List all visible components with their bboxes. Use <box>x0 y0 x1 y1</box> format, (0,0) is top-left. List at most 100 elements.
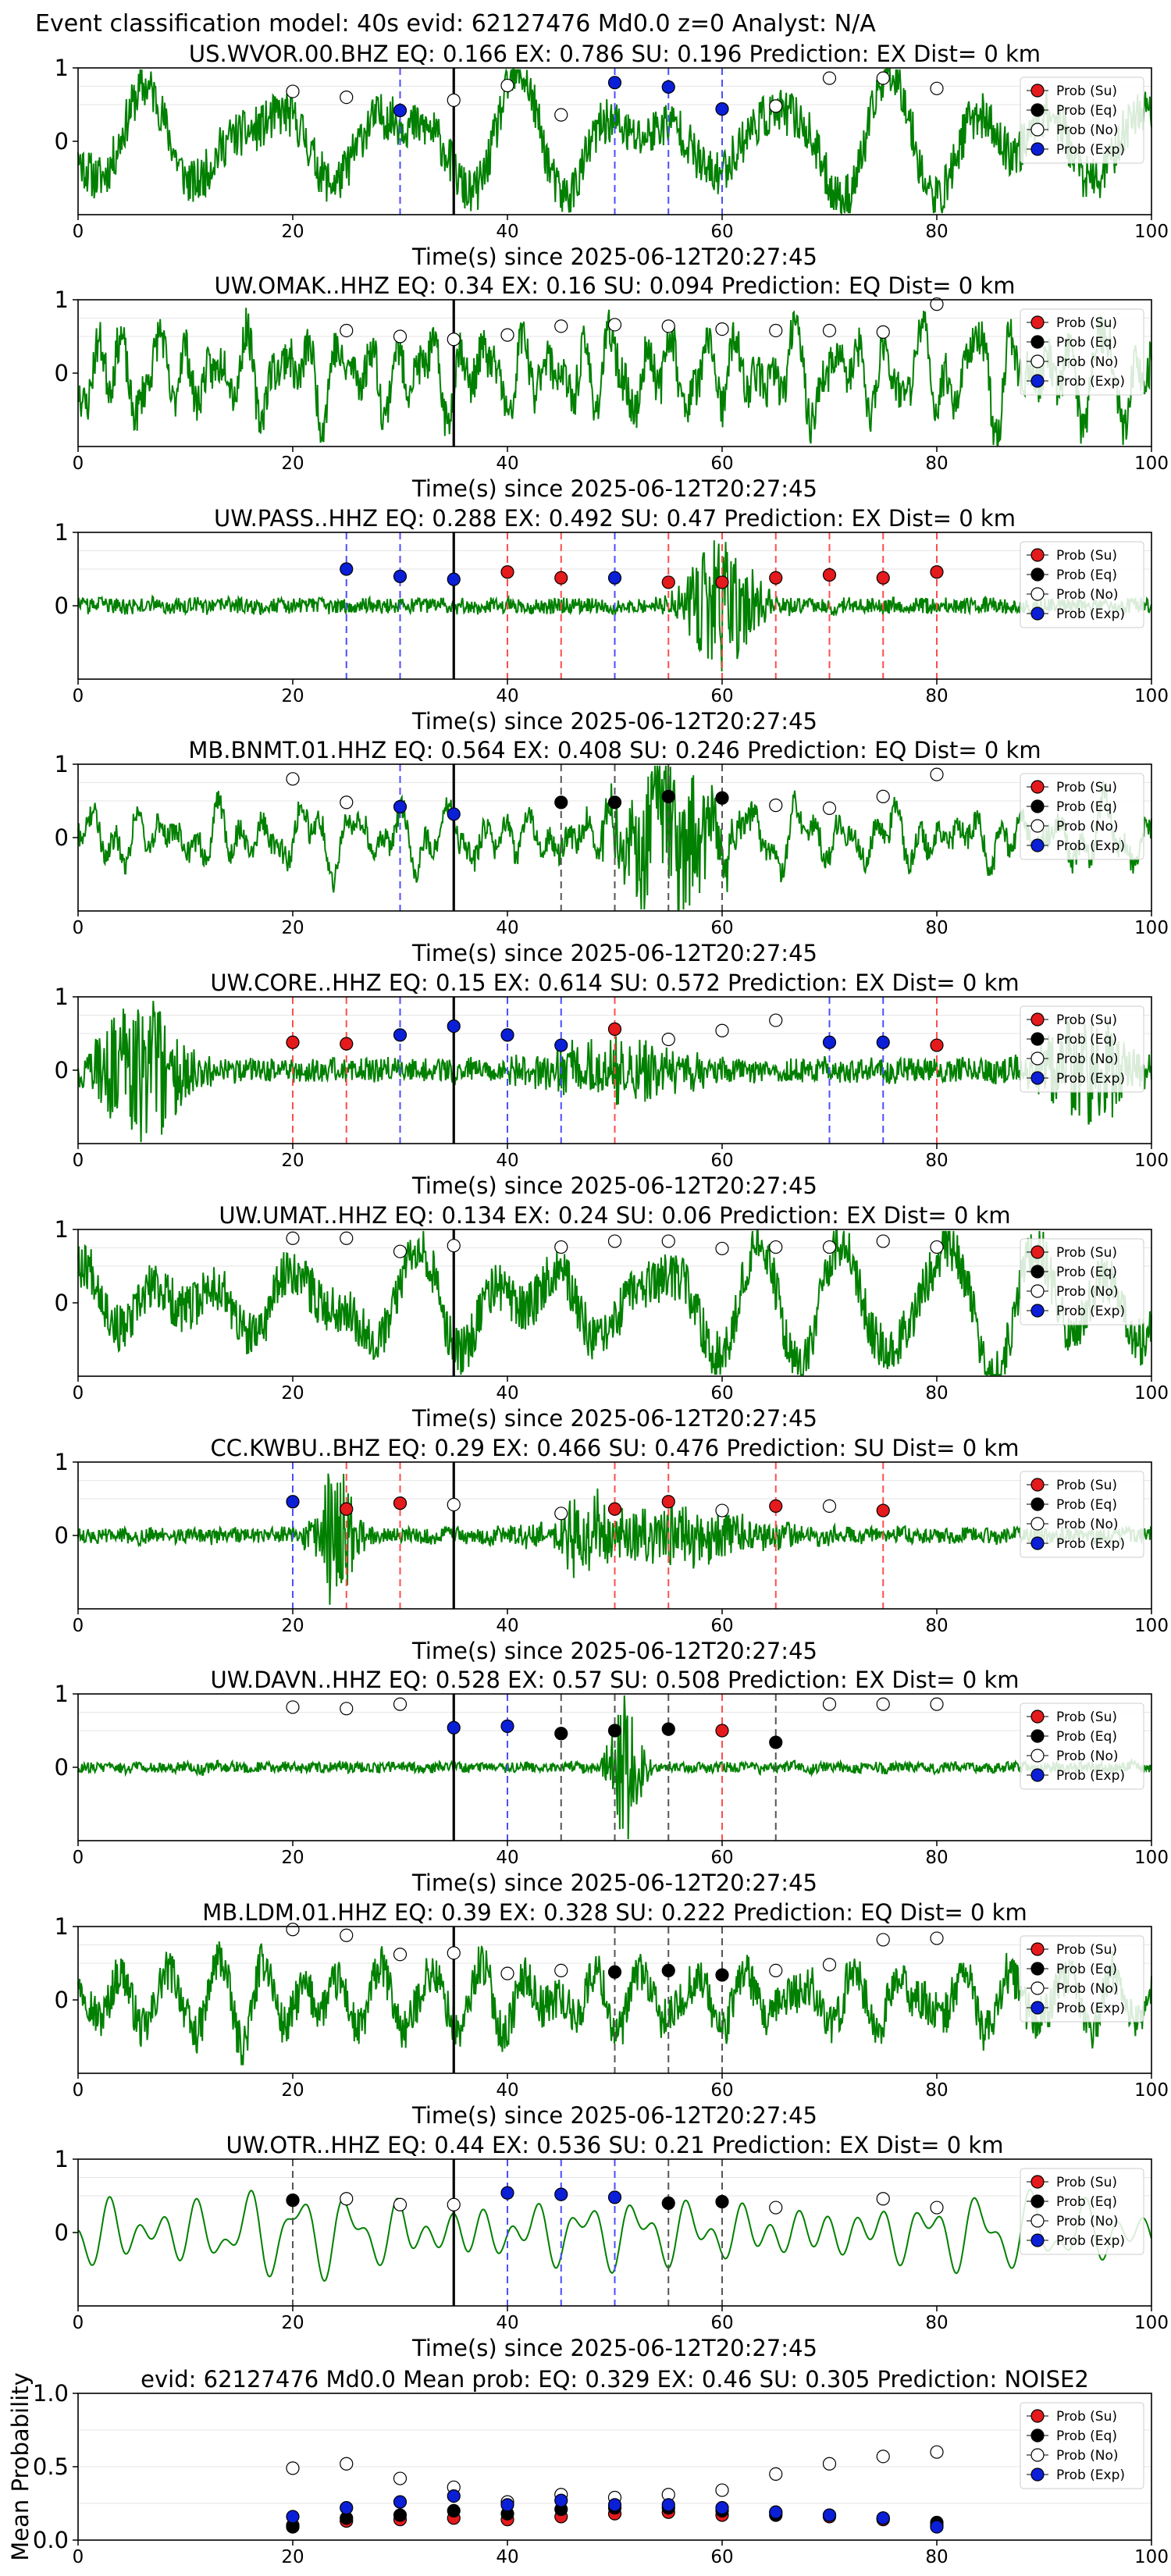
x-tick-label: 60 <box>710 686 733 706</box>
x-tick-label: 0 <box>73 1616 84 1636</box>
x-tick-label: 100 <box>1134 1616 1169 1636</box>
y-axis-label: Mean Probability <box>7 2372 34 2561</box>
x-tick-label: 100 <box>1134 2547 1169 2567</box>
prob-marker-no <box>876 2192 890 2206</box>
waveform-trace <box>77 1229 1152 1376</box>
legend-label: Prob (Su) <box>1056 2409 1117 2425</box>
prob-marker-no <box>607 318 622 332</box>
x-tick-label: 40 <box>496 686 518 706</box>
prob-marker-no <box>286 1231 300 1245</box>
x-tick-label: 40 <box>496 1151 518 1171</box>
x-tick-label: 0 <box>73 1151 84 1171</box>
legend-label: Prob (Su) <box>1056 780 1117 795</box>
legend-marker <box>1030 2428 1045 2443</box>
legend-marker <box>1030 1497 1045 1511</box>
prob-marker-no <box>661 1032 675 1047</box>
y-tick-label: 1 <box>55 751 69 777</box>
x-tick-label: 80 <box>925 2547 948 2567</box>
legend-label: Prob (No) <box>1056 1051 1119 1067</box>
legend-label: Prob (Eq) <box>1056 335 1117 350</box>
prob-marker-exp <box>286 1495 300 1509</box>
x-tick-label: 80 <box>925 1151 948 1171</box>
x-tick-label: 60 <box>710 2080 733 2101</box>
legend-box <box>1020 1471 1144 1558</box>
legend-marker <box>1030 2233 1045 2247</box>
prob-marker-su <box>822 568 837 582</box>
prob-marker-no <box>447 2197 461 2211</box>
prob-marker-no <box>822 323 837 338</box>
mean-marker-exp <box>930 2520 944 2534</box>
prob-marker-exp <box>607 571 622 585</box>
prob-marker-no <box>286 84 300 98</box>
legend-marker <box>1030 1245 1045 1259</box>
legend-marker <box>1030 1032 1045 1046</box>
x-tick-label: 20 <box>281 222 304 242</box>
prob-marker-no <box>822 1499 837 1514</box>
legend-label: Prob (No) <box>1056 587 1119 603</box>
legend-label: Prob (Eq) <box>1056 1962 1117 1977</box>
station-panel: UW.OTR..HHZ EQ: 0.44 EX: 0.536 SU: 0.21 … <box>55 2132 1169 2361</box>
prob-marker-no <box>930 297 944 311</box>
y-tick-label: 1 <box>55 1681 69 1707</box>
prob-marker-su <box>286 1035 300 1049</box>
prob-marker-eq <box>661 789 675 803</box>
legend-box <box>1020 76 1144 164</box>
legend-marker <box>1030 607 1045 621</box>
legend-marker <box>1030 1304 1045 1318</box>
prob-marker-su <box>393 1496 408 1510</box>
x-tick-label: 80 <box>925 686 948 706</box>
legend-marker <box>1030 1942 1045 1956</box>
legend-marker <box>1030 123 1045 137</box>
legend-box <box>1020 773 1144 860</box>
x-tick-label: 40 <box>496 454 518 474</box>
prob-marker-exp <box>500 1028 514 1042</box>
prob-marker-no <box>715 1023 729 1037</box>
prob-marker-no <box>715 322 729 336</box>
x-tick-label: 40 <box>496 2313 518 2333</box>
x-tick-label: 60 <box>710 222 733 242</box>
x-tick-label: 0 <box>73 222 84 242</box>
panel-title: MB.BNMT.01.HHZ EQ: 0.564 EX: 0.408 SU: 0… <box>188 737 1041 763</box>
legend-label: Prob (Su) <box>1056 1012 1117 1028</box>
prob-marker-no <box>876 71 890 85</box>
prob-marker-exp <box>822 1035 837 1049</box>
y-tick-label: 0 <box>55 2219 69 2246</box>
prob-marker-su <box>769 571 783 585</box>
legend-box <box>1020 1703 1144 1790</box>
y-tick-label: 1 <box>55 2146 69 2172</box>
x-axis-label: Time(s) since 2025-06-12T20:27:45 <box>411 940 817 966</box>
prob-marker-no <box>930 767 944 781</box>
legend-marker <box>1030 780 1045 794</box>
prob-marker-no <box>876 789 890 803</box>
legend-marker <box>1030 354 1045 368</box>
panel-title: evid: 62127476 Md0.0 Mean prob: EQ: 0.32… <box>141 2366 1089 2393</box>
prob-marker-no <box>822 1240 837 1254</box>
prob-marker-eq <box>715 1968 729 1982</box>
prob-marker-no <box>876 1933 890 1947</box>
prob-marker-no <box>769 99 783 113</box>
prob-marker-su <box>340 1037 354 1051</box>
y-tick-label: 0.5 <box>33 2453 69 2480</box>
x-tick-label: 20 <box>281 1848 304 1868</box>
legend-marker <box>1030 1071 1045 1085</box>
legend-marker <box>1030 1768 1045 1782</box>
legend-label: Prob (No) <box>1056 2214 1119 2229</box>
prob-marker-no <box>822 801 837 816</box>
prob-marker-no <box>340 1231 354 1245</box>
panel-title: UW.OMAK..HHZ EQ: 0.34 EX: 0.16 SU: 0.094… <box>215 272 1016 299</box>
prob-marker-no <box>769 1013 783 1027</box>
prob-marker-no <box>286 1700 300 1714</box>
prob-marker-no <box>447 333 461 347</box>
legend-box <box>1020 2402 1144 2489</box>
prob-marker-exp <box>447 1720 461 1735</box>
legend-label: Prob (No) <box>1056 354 1119 370</box>
legend-marker <box>1030 142 1045 156</box>
x-tick-label: 60 <box>710 454 733 474</box>
legend-marker <box>1030 1962 1045 1976</box>
x-tick-label: 100 <box>1134 1383 1169 1404</box>
prob-marker-eq <box>286 2194 300 2208</box>
legend-marker <box>1030 2001 1045 2015</box>
legend-label: Prob (Eq) <box>1056 103 1117 119</box>
station-panel: US.WVOR.00.BHZ EQ: 0.166 EX: 0.786 SU: 0… <box>55 41 1169 270</box>
mean-marker-exp <box>715 2501 729 2515</box>
